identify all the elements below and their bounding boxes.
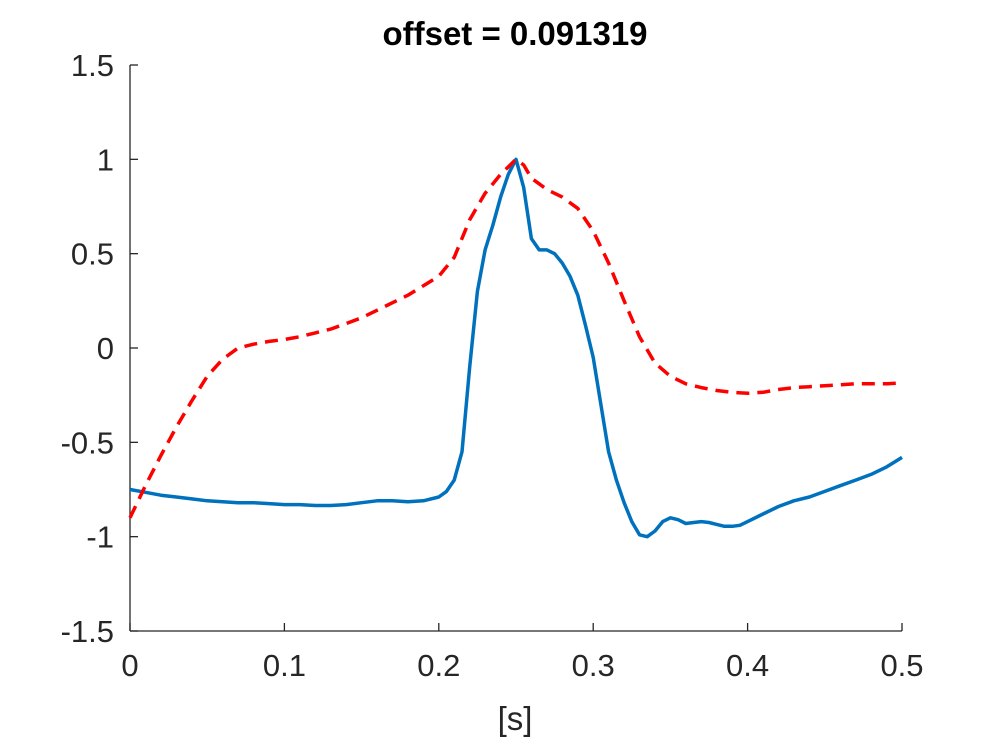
x-tick-label: 0.1 [263,648,306,683]
x-tick-label: 0 [121,648,138,683]
x-axis-label: [s] [498,700,533,737]
x-tick-label: 0.2 [417,648,460,683]
y-tick-label: 1 [97,142,114,177]
x-tick-label: 0.3 [572,648,615,683]
y-tick-label: 0.5 [71,237,114,272]
series-line-2 [128,157,903,519]
y-tick-label: -1 [86,520,114,555]
series-line-1 [129,157,903,539]
x-tick-label: 0.5 [880,648,923,683]
y-tick-label: -1.5 [61,614,114,649]
plot-area: 0 0.1 0.2 0.3 0.4 0.5 -1.5 -1 -0.5 0 0.5 1 1.5 [61,48,924,683]
y-tick-label: -0.5 [61,425,114,460]
y-tick-label: 1.5 [71,48,114,83]
x-tick-label: 0.4 [726,648,769,683]
y-tick-label: 0 [97,331,114,366]
chart-title: offset = 0.091319 [382,15,647,52]
